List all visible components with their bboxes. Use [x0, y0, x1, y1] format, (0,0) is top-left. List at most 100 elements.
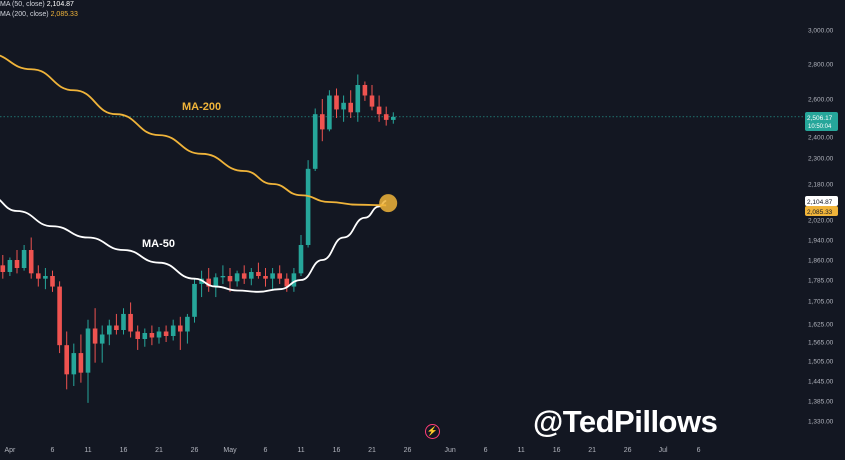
candle — [249, 268, 254, 286]
candle-body — [114, 325, 119, 330]
y-tick-label: 2,300.00 — [808, 156, 834, 163]
candle-body — [71, 353, 77, 375]
x-tick-label: 11 — [297, 447, 304, 454]
candle-body — [270, 273, 275, 279]
candle-body — [391, 116, 396, 120]
candle-body — [355, 85, 361, 113]
x-tick-label: 26 — [404, 447, 412, 454]
candle — [291, 268, 297, 292]
x-tick-label: 6 — [51, 447, 55, 454]
candle-body — [107, 325, 112, 335]
candle — [0, 255, 6, 279]
y-tick-label: 1,330.00 — [808, 419, 834, 426]
y-tick-label: 2,800.00 — [808, 62, 834, 69]
candle-body — [135, 331, 140, 339]
candle-body — [178, 325, 183, 332]
candle — [334, 88, 339, 118]
legend-ma50-value: 2,104.87 — [46, 1, 74, 8]
candle — [7, 257, 13, 276]
indicator-legend: MA (50, close) 2,104.87 MA (200, close) … — [0, 0, 78, 20]
candle-body — [241, 273, 247, 279]
price-axis: 3,000.00 2,800.00 2,600.00 2,400.00 2,300.00… — [808, 28, 834, 426]
candle — [362, 81, 368, 101]
candle-body — [192, 283, 197, 317]
candle-body — [28, 250, 34, 274]
candle-body — [249, 272, 254, 279]
lightning-icon[interactable]: ⚡ — [425, 424, 440, 439]
candle — [192, 278, 197, 323]
x-tick-label: Jul — [659, 447, 668, 454]
candle-body — [284, 278, 290, 287]
y-tick-label: 1,625.00 — [808, 322, 834, 329]
y-tick-label: 3,000.00 — [808, 28, 834, 35]
candle-body — [220, 276, 226, 278]
candle — [149, 325, 155, 346]
candle — [234, 270, 240, 287]
ma200-tag: 2,085.33 — [807, 209, 833, 216]
candle-body — [36, 273, 41, 279]
candle — [355, 74, 361, 122]
candle — [43, 268, 48, 290]
x-tick-label: 26 — [191, 447, 199, 454]
candle — [270, 268, 275, 290]
candle — [135, 325, 140, 350]
candle-body — [327, 95, 332, 130]
candle — [107, 319, 112, 346]
candle-body — [64, 345, 69, 375]
x-tick-label: 16 — [333, 447, 341, 454]
candle — [348, 90, 353, 118]
last-price-tag-bg — [805, 112, 838, 131]
ma200-tag-bg — [805, 206, 838, 216]
candle-body — [156, 331, 162, 338]
x-tick-label: 6 — [264, 447, 268, 454]
x-tick-label: Jun — [444, 447, 455, 454]
candle-body — [85, 328, 91, 373]
ma50-tag: 2,104.87 — [807, 199, 833, 206]
candle-body — [128, 313, 133, 332]
candle — [206, 268, 211, 292]
price-tags: 2,506.17 10:50:04 2,104.87 2,085.33 — [805, 112, 838, 216]
candle-body — [50, 276, 55, 287]
y-tick-label: 2,400.00 — [808, 135, 834, 142]
candle — [376, 95, 382, 122]
x-tick-label: 11 — [84, 447, 91, 454]
candle — [213, 273, 219, 298]
x-tick-label: 16 — [553, 447, 561, 454]
legend-ma50-label: MA (50, close) — [0, 1, 45, 8]
y-tick-label: 2,600.00 — [808, 97, 834, 104]
x-tick-label: Apr — [4, 447, 16, 454]
ma50-line — [0, 198, 387, 293]
candle — [99, 325, 105, 363]
candle-body — [7, 260, 13, 272]
ma50-tag-bg — [805, 196, 838, 206]
candle — [320, 99, 325, 142]
x-tick-label: 21 — [368, 447, 376, 454]
legend-ma200-value: 2,085.33 — [50, 11, 78, 18]
candle-body — [334, 95, 339, 110]
candle — [185, 313, 190, 344]
candle-body — [320, 114, 325, 130]
candle-body — [149, 333, 155, 338]
crossover-circle — [379, 194, 398, 213]
y-tick-label: 1,785.00 — [808, 278, 834, 285]
candle-body — [263, 276, 268, 279]
candle — [383, 106, 389, 126]
y-tick-label: 1,505.00 — [808, 359, 834, 366]
candle-body — [298, 245, 304, 274]
legend-row-ma50[interactable]: MA (50, close) 2,104.87 — [0, 0, 78, 10]
candle — [85, 319, 91, 403]
candle — [121, 308, 126, 335]
x-tick-label: 21 — [588, 447, 596, 454]
candle — [64, 331, 69, 390]
candle-body — [291, 273, 297, 287]
candle-body — [362, 85, 368, 96]
candle — [284, 273, 290, 292]
legend-row-ma200[interactable]: MA (200, close) 2,085.33 — [0, 10, 78, 20]
candle-body — [170, 325, 176, 336]
candle-body — [305, 168, 311, 245]
x-tick-label: 6 — [697, 447, 701, 454]
ma200-line — [0, 54, 387, 207]
candle — [263, 268, 268, 287]
